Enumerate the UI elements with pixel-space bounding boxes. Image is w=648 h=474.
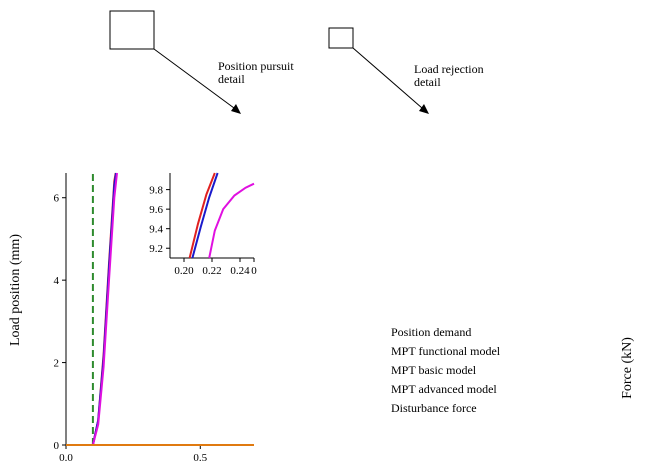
y-tick-label: 0 bbox=[54, 440, 60, 452]
legend-entry: MPT advanced model bbox=[391, 382, 497, 396]
pursuit-detail-label-2: detail bbox=[218, 72, 245, 86]
series-line-mpt-advanced-model bbox=[208, 182, 255, 259]
y-axis-label: Load position (mm) bbox=[8, 234, 23, 346]
legend-entry: Position demand bbox=[391, 325, 471, 339]
x-tick-label: 0.22 bbox=[202, 265, 221, 277]
x-tick-label: 0.0 bbox=[59, 452, 73, 464]
series-line-mpt-functional-model bbox=[188, 172, 216, 259]
pursuit-detail-label-1: Position pursuit bbox=[218, 59, 294, 73]
rejection-detail-label-2: detail bbox=[414, 75, 441, 89]
x-tick-label: 0 bbox=[251, 265, 257, 277]
legend-entry: Disturbance force bbox=[391, 401, 477, 415]
legend-entry: MPT basic model bbox=[391, 363, 477, 377]
legend-entry: MPT functional model bbox=[391, 344, 501, 358]
y-tick-label: 2 bbox=[54, 358, 60, 370]
x-tick-label: 0.20 bbox=[174, 265, 194, 277]
rejection-detail-box bbox=[328, 27, 354, 49]
legend: Position demand MPT functional model MPT b… bbox=[391, 325, 501, 415]
right-axis-label: Force (kN) bbox=[620, 337, 635, 399]
y-tick-label: 4 bbox=[54, 275, 60, 287]
inset-chart: 9.2 9.4 9.6 9.8 0.20 0.22 0.24 0 bbox=[149, 172, 257, 277]
pursuit-detail-box bbox=[109, 10, 155, 50]
y-tick-label: 6 bbox=[54, 193, 60, 205]
series-line-mpt-basic-model bbox=[191, 172, 219, 259]
rejection-detail-arrow bbox=[352, 47, 423, 109]
pursuit-detail-arrow bbox=[153, 48, 235, 109]
rejection-detail-callout: Load rejection detail bbox=[328, 27, 484, 114]
pursuit-detail-callout: Position pursuit detail bbox=[109, 10, 294, 114]
pursuit-arrow-head bbox=[231, 104, 241, 114]
y-tick-label: 9.8 bbox=[149, 185, 163, 197]
series-line-mpt-advanced-model bbox=[91, 172, 118, 446]
rejection-arrow-head bbox=[419, 104, 429, 114]
y-tick-label: 9.2 bbox=[149, 243, 163, 255]
y-tick-label: 9.6 bbox=[149, 204, 163, 216]
rejection-detail-label-1: Load rejection bbox=[414, 62, 484, 76]
main-chart: Load position (mm) 0 2 4 6 0.0 0.5 bbox=[8, 172, 254, 464]
x-tick-label: 0.5 bbox=[193, 452, 207, 464]
y-tick-label: 9.4 bbox=[149, 224, 163, 236]
x-tick-label: 0.24 bbox=[230, 265, 250, 277]
